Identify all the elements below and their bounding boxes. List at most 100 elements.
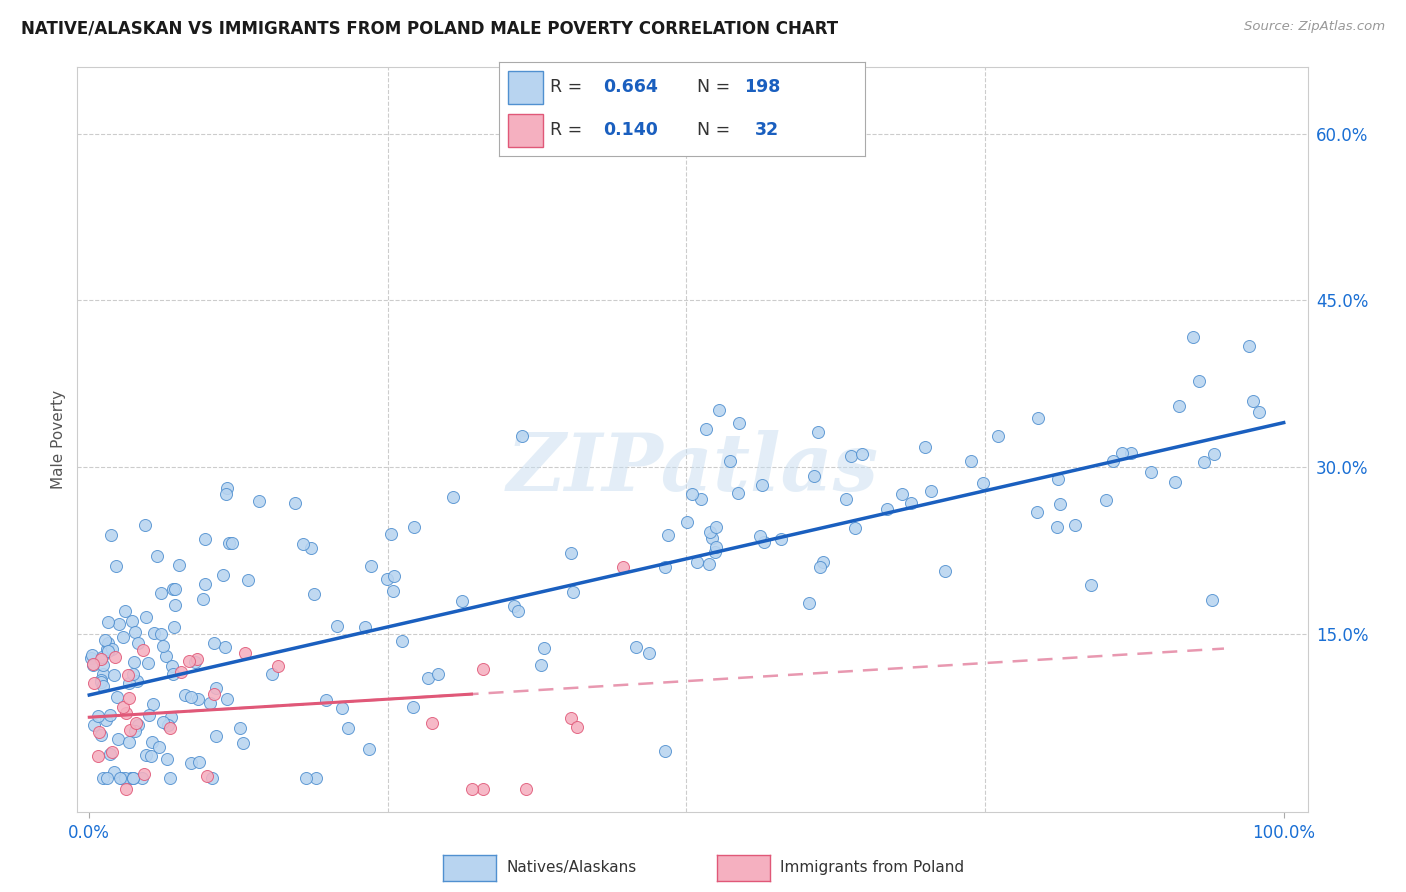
Point xyxy=(813,555,835,569)
Point xyxy=(1047,472,1070,486)
Point xyxy=(114,706,136,721)
Point xyxy=(156,718,179,732)
Point xyxy=(561,585,583,599)
Point xyxy=(249,494,271,508)
Point xyxy=(90,728,112,742)
Point xyxy=(851,447,873,461)
Point xyxy=(121,772,143,786)
Point xyxy=(96,772,118,786)
Point xyxy=(686,555,709,569)
Point xyxy=(160,659,183,673)
Point xyxy=(150,586,173,600)
Point xyxy=(232,736,254,750)
Point xyxy=(214,640,236,654)
Point xyxy=(83,718,105,732)
Point xyxy=(638,646,661,660)
Point xyxy=(91,667,114,681)
Point xyxy=(876,502,898,516)
Point xyxy=(471,662,494,676)
Point xyxy=(110,772,132,786)
Point xyxy=(382,583,405,598)
Point xyxy=(1163,475,1185,490)
Point xyxy=(97,644,120,658)
Point xyxy=(201,772,224,786)
Point xyxy=(382,569,405,583)
Point xyxy=(125,716,148,731)
Point xyxy=(96,642,118,657)
Point xyxy=(900,496,922,510)
Point xyxy=(441,490,464,504)
Point xyxy=(159,710,181,724)
Point xyxy=(97,615,120,629)
Point xyxy=(114,604,136,618)
Point xyxy=(703,545,725,559)
Text: N =: N = xyxy=(696,78,730,96)
Point xyxy=(97,636,120,650)
Point xyxy=(152,714,174,729)
Point xyxy=(122,666,145,681)
Point xyxy=(135,610,157,624)
Point xyxy=(697,557,720,571)
Point xyxy=(101,745,124,759)
Point xyxy=(330,701,353,715)
Point xyxy=(1201,592,1223,607)
Point xyxy=(163,582,186,597)
Point xyxy=(150,627,173,641)
Point xyxy=(699,525,721,540)
Point xyxy=(839,449,862,463)
Point xyxy=(305,772,328,786)
Point xyxy=(82,657,104,671)
Point xyxy=(134,517,156,532)
Point xyxy=(844,521,866,535)
Point xyxy=(221,535,243,549)
Point xyxy=(1140,465,1163,479)
Point xyxy=(162,620,184,634)
Point xyxy=(87,725,110,739)
Point xyxy=(142,625,165,640)
Point xyxy=(560,711,582,725)
Point xyxy=(315,693,337,707)
Text: 0.664: 0.664 xyxy=(603,78,658,96)
Point xyxy=(391,634,413,648)
Point xyxy=(748,528,770,542)
Text: Immigrants from Poland: Immigrants from Poland xyxy=(780,861,965,875)
Point xyxy=(108,617,131,632)
Point xyxy=(91,650,114,665)
Point xyxy=(139,749,162,764)
Point xyxy=(122,655,145,669)
Point xyxy=(770,532,793,546)
Point xyxy=(170,665,193,679)
Point xyxy=(138,708,160,723)
Text: R =: R = xyxy=(550,78,582,96)
Point xyxy=(1049,497,1071,511)
Text: ZIPatlas: ZIPatlas xyxy=(506,430,879,508)
Point xyxy=(1167,399,1189,413)
Point xyxy=(1026,505,1049,519)
Point xyxy=(90,651,112,665)
Point xyxy=(200,696,222,710)
Point xyxy=(127,636,149,650)
Point xyxy=(218,536,240,550)
Point xyxy=(291,537,314,551)
Point xyxy=(803,468,825,483)
Point xyxy=(1095,493,1118,508)
Text: 0.140: 0.140 xyxy=(603,121,658,139)
Point xyxy=(752,535,775,549)
Point xyxy=(91,657,114,672)
Text: 32: 32 xyxy=(755,121,779,139)
Point xyxy=(124,624,146,639)
Point xyxy=(82,648,104,662)
Point xyxy=(202,687,225,701)
Point xyxy=(131,772,153,786)
Point xyxy=(420,716,443,731)
Point xyxy=(187,692,209,706)
Point xyxy=(134,767,156,781)
Point xyxy=(163,598,186,612)
Point xyxy=(103,667,125,681)
Point xyxy=(112,700,135,714)
Point xyxy=(560,546,582,560)
Point xyxy=(136,656,159,670)
Point xyxy=(180,690,202,704)
Point xyxy=(215,487,238,501)
Point xyxy=(180,756,202,770)
